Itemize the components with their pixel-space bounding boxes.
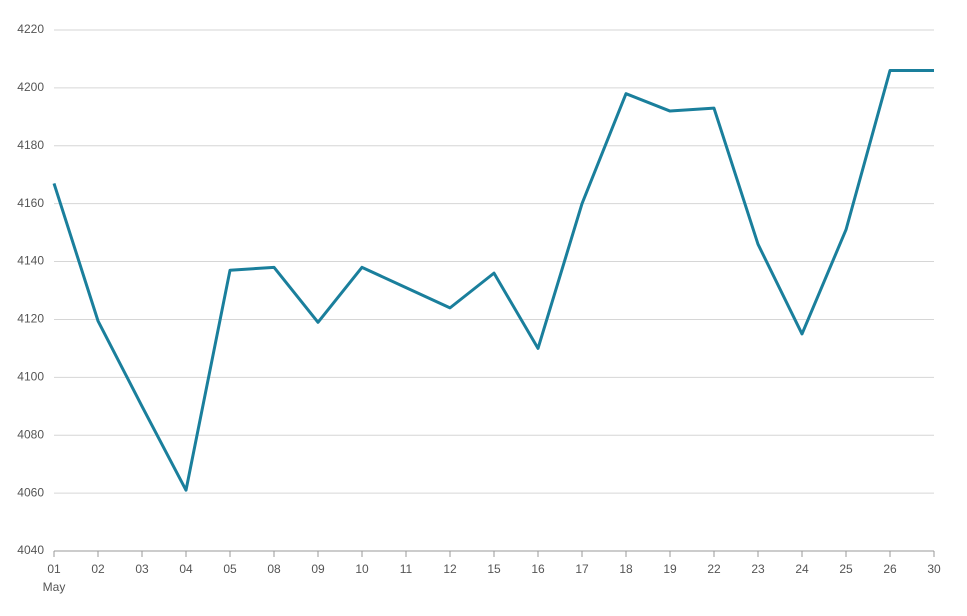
x-tick-label: 05 (223, 562, 237, 576)
y-tick-label: 4140 (17, 254, 44, 268)
x-tick-label: 09 (311, 562, 325, 576)
y-tick-label: 4060 (17, 485, 44, 499)
x-tick-label: 02 (91, 562, 105, 576)
y-tick-label: 4180 (17, 138, 44, 152)
x-tick-label: 11 (400, 562, 413, 576)
y-tick-label: 4220 (17, 22, 44, 36)
line-series (52, 69, 934, 492)
y-tick-label: 4080 (17, 427, 44, 441)
x-tick-label: 22 (707, 562, 721, 576)
x-tick-label: 18 (619, 562, 633, 576)
x-tick-label: 30 (927, 562, 941, 576)
x-tick-label: 12 (443, 562, 457, 576)
x-tick-label: 23 (751, 562, 765, 576)
y-tick-label: 4040 (17, 543, 44, 557)
x-tick-label: 08 (267, 562, 281, 576)
x-tick-label: 01 (47, 562, 61, 576)
x-tick-label: 15 (487, 562, 501, 576)
y-tick-label: 4120 (17, 312, 44, 326)
x-tick-label: 17 (575, 562, 589, 576)
y-tick-label: 4160 (17, 196, 44, 210)
x-tick-label: 19 (663, 562, 677, 576)
x-tick-label: 03 (135, 562, 149, 576)
y-tick-label: 4100 (17, 370, 44, 384)
x-tick-label: 24 (795, 562, 809, 576)
y-tick-label: 4200 (17, 80, 44, 94)
x-tick-label: 16 (531, 562, 545, 576)
x-tick-label: 26 (883, 562, 897, 576)
x-tick-label: 04 (179, 562, 193, 576)
x-tick-label: 10 (355, 562, 369, 576)
x-month-label: May (43, 580, 66, 594)
x-tick-label: 25 (839, 562, 853, 576)
